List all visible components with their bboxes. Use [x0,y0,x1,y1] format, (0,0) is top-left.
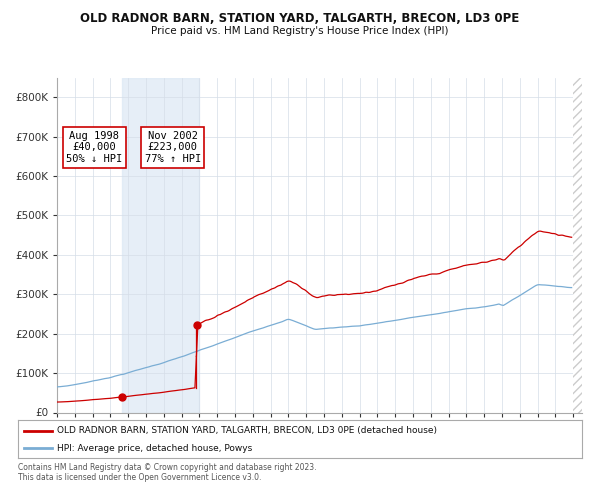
Text: Contains HM Land Registry data © Crown copyright and database right 2023.
This d: Contains HM Land Registry data © Crown c… [18,462,317,482]
Text: Aug 1998
£40,000
50% ↓ HPI: Aug 1998 £40,000 50% ↓ HPI [66,130,122,164]
Point [117,392,127,400]
Text: OLD RADNOR BARN, STATION YARD, TALGARTH, BRECON, LD3 0PE (detached house): OLD RADNOR BARN, STATION YARD, TALGARTH,… [58,426,437,435]
Point [193,320,202,328]
Text: HPI: Average price, detached house, Powys: HPI: Average price, detached house, Powy… [58,444,253,452]
Text: Nov 2002
£223,000
77% ↑ HPI: Nov 2002 £223,000 77% ↑ HPI [145,130,201,164]
Text: OLD RADNOR BARN, STATION YARD, TALGARTH, BRECON, LD3 0PE: OLD RADNOR BARN, STATION YARD, TALGARTH,… [80,12,520,26]
Text: Price paid vs. HM Land Registry's House Price Index (HPI): Price paid vs. HM Land Registry's House … [151,26,449,36]
